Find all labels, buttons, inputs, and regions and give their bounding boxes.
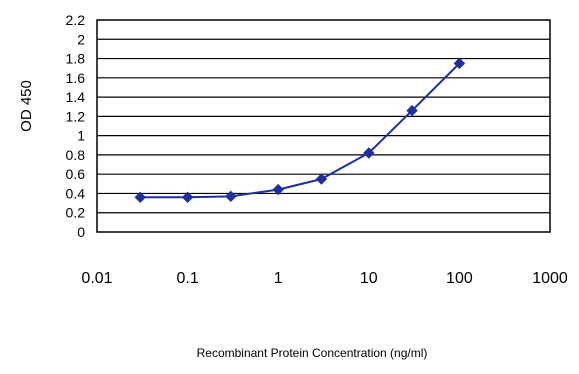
data-point <box>272 183 284 196</box>
data-point <box>181 191 194 204</box>
y-tick-label: 0 <box>77 224 85 240</box>
data-point <box>406 104 418 117</box>
data-point <box>315 173 328 185</box>
x-axis-title: Recombinant Protein Concentration (ng/ml… <box>197 346 428 360</box>
y-tick-label: 1 <box>77 128 85 144</box>
y-tick-label: 0.6 <box>66 166 86 182</box>
x-tick-label: 1000 <box>532 270 568 287</box>
series-layer <box>134 57 466 204</box>
series-line <box>140 62 461 199</box>
y-tick-label: 0.4 <box>66 185 86 201</box>
y-tick-label: 0.2 <box>66 205 86 221</box>
y-axis-tick-labels: 0 0.2 0.4 0.6 0.8 1 1.2 1.4 1.6 1.8 2 2.2 <box>66 12 86 240</box>
data-point <box>363 147 375 159</box>
x-tick-label: 1 <box>274 270 283 287</box>
y-tick-label: 1.4 <box>66 89 86 105</box>
x-tick-label: 10 <box>360 270 378 287</box>
gridlines <box>97 38 550 214</box>
y-tick-label: 1.6 <box>66 70 86 86</box>
y-tick-label: 1.2 <box>66 108 86 124</box>
data-point <box>134 191 146 204</box>
y-axis-title: OD 450 <box>18 80 35 132</box>
x-tick-label: 0.01 <box>81 270 112 287</box>
y-tick-label: 0.8 <box>66 147 86 163</box>
data-point <box>453 57 466 70</box>
x-tick-label: 0.1 <box>176 270 198 287</box>
y-tick-label: 2.2 <box>66 12 86 28</box>
y-tick-label: 1.8 <box>66 51 86 67</box>
plot-area-border <box>96 19 551 233</box>
x-tick-label: 100 <box>446 270 473 287</box>
data-point <box>225 190 237 203</box>
y-tick-label: 2 <box>77 31 85 47</box>
x-axis-tick-labels: 0.01 0.1 1 10 100 1000 <box>81 270 567 287</box>
